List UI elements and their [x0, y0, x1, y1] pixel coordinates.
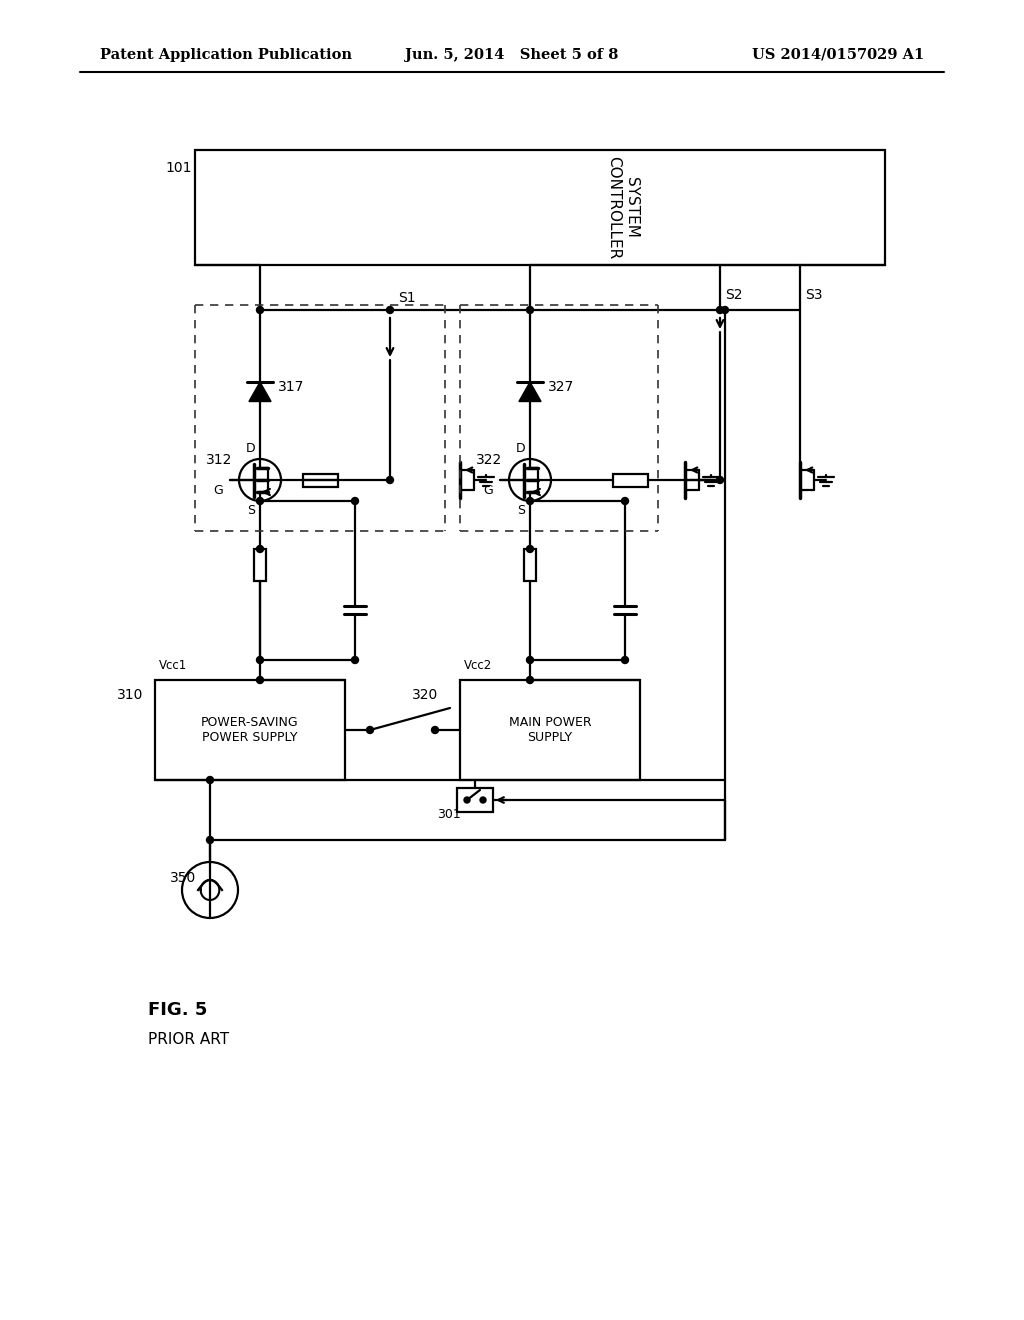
- Bar: [155, 680, 345, 780]
- Circle shape: [526, 676, 534, 684]
- Text: 350: 350: [170, 871, 197, 884]
- Bar: [460, 680, 640, 780]
- Text: D: D: [515, 442, 525, 455]
- Text: 312: 312: [206, 453, 232, 467]
- Text: 101: 101: [165, 161, 191, 176]
- Circle shape: [351, 498, 358, 504]
- Text: PRIOR ART: PRIOR ART: [148, 1032, 229, 1048]
- Polygon shape: [249, 381, 271, 401]
- Circle shape: [526, 545, 534, 553]
- Circle shape: [722, 306, 728, 314]
- Circle shape: [367, 726, 374, 734]
- Circle shape: [431, 726, 438, 734]
- Text: Vcc1: Vcc1: [159, 659, 187, 672]
- Circle shape: [464, 797, 470, 803]
- Text: G: G: [213, 483, 223, 496]
- Text: 327: 327: [548, 380, 574, 393]
- Circle shape: [622, 656, 629, 664]
- Circle shape: [256, 656, 263, 664]
- Circle shape: [256, 676, 263, 684]
- Text: S: S: [247, 504, 255, 517]
- Circle shape: [622, 498, 629, 504]
- Circle shape: [480, 797, 486, 803]
- Circle shape: [526, 306, 534, 314]
- Circle shape: [256, 498, 263, 504]
- Text: 301: 301: [437, 808, 461, 821]
- Text: S2: S2: [725, 288, 742, 302]
- Text: G: G: [483, 483, 493, 496]
- Circle shape: [717, 477, 724, 483]
- Circle shape: [386, 477, 393, 483]
- Circle shape: [256, 545, 263, 553]
- Text: POWER-SAVING
POWER SUPPLY: POWER-SAVING POWER SUPPLY: [201, 715, 299, 744]
- Bar: [195, 150, 885, 265]
- Text: 317: 317: [278, 380, 304, 393]
- Bar: [254, 549, 266, 581]
- Text: S1: S1: [398, 290, 416, 305]
- Circle shape: [717, 306, 724, 314]
- Circle shape: [526, 498, 534, 504]
- Text: MAIN POWER
SUPPLY: MAIN POWER SUPPLY: [509, 715, 591, 744]
- Text: S3: S3: [805, 288, 822, 302]
- Text: D: D: [246, 442, 255, 455]
- Text: US 2014/0157029 A1: US 2014/0157029 A1: [752, 48, 924, 62]
- Circle shape: [526, 656, 534, 664]
- Circle shape: [351, 656, 358, 664]
- Text: SYSTEM
CONTROLLER: SYSTEM CONTROLLER: [606, 156, 639, 259]
- Bar: [612, 474, 647, 487]
- Text: FIG. 5: FIG. 5: [148, 1001, 208, 1019]
- Text: Jun. 5, 2014   Sheet 5 of 8: Jun. 5, 2014 Sheet 5 of 8: [406, 48, 618, 62]
- Text: Vcc2: Vcc2: [464, 659, 493, 672]
- Circle shape: [207, 837, 213, 843]
- Polygon shape: [519, 381, 541, 401]
- Bar: [524, 549, 536, 581]
- Circle shape: [386, 306, 393, 314]
- Text: 310: 310: [117, 688, 143, 702]
- Text: Patent Application Publication: Patent Application Publication: [100, 48, 352, 62]
- Circle shape: [256, 306, 263, 314]
- Circle shape: [207, 776, 213, 784]
- Text: S: S: [517, 504, 525, 517]
- Text: 322: 322: [476, 453, 502, 467]
- Bar: [457, 788, 493, 812]
- Bar: [302, 474, 338, 487]
- Text: 320: 320: [412, 688, 438, 702]
